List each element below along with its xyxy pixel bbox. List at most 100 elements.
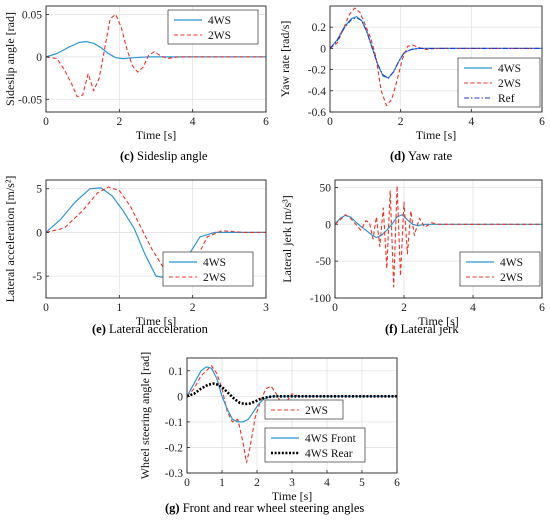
legend-label: 2WS — [305, 405, 328, 417]
x-tick-label: 0 — [184, 477, 190, 489]
x-tick-label: 0 — [43, 116, 49, 128]
x-tick-label: 0 — [327, 116, 333, 128]
x-tick-label: 6 — [539, 116, 545, 128]
y-axis-label: Yaw rate [rad/s] — [278, 21, 292, 98]
y-tick-label: -0.2 — [165, 442, 183, 454]
x-axis-label: Time [s] — [136, 128, 177, 142]
x-tick-label: 1 — [219, 477, 225, 489]
y-tick-label: 0 — [36, 52, 42, 64]
y-tick-label: -0.05 — [18, 94, 42, 106]
caption-letter: (e) — [92, 322, 106, 336]
legend-box — [264, 427, 366, 463]
caption-text: Lateral acceleration — [109, 322, 208, 336]
y-tick-label: -0.3 — [165, 468, 183, 480]
caption-letter: (f) — [385, 322, 398, 336]
caption-letter: (g) — [165, 501, 180, 515]
legend-label: 4WS — [498, 63, 521, 75]
caption-wheel-steering: (g) Front and rear wheel steering angles — [165, 501, 364, 516]
legend-box — [264, 399, 344, 420]
chart-lateral-acceleration: 0 1 2 3 -5 0 5 Time [s] Lateral acceleration [m/… — [3, 176, 269, 328]
y-axis-label: Lateral jerk [m/s³] — [280, 195, 294, 283]
caption-yaw-rate: (d) Yaw rate — [390, 149, 452, 164]
series-line-2ws — [330, 7, 542, 107]
legend-label: 4WS — [500, 257, 523, 269]
y-tick-label: 0 — [325, 219, 331, 231]
y-tick-label: 0 — [177, 391, 183, 403]
plot-frame — [334, 179, 543, 299]
x-tick-label: 4 — [190, 116, 196, 128]
x-tick-label: 0 — [332, 302, 338, 314]
legend-label: 2WS — [208, 30, 231, 42]
series-line-4ws-rear — [187, 382, 397, 406]
y-tick-label: -0.4 — [308, 86, 326, 98]
chart-wheel-steering-angles: 0 1 2 3 4 5 6 -0.3 -0.2 -0.1 0 0.1 Time [s] Wheel ste… — [138, 352, 400, 503]
x-axis-label: Time [s] — [416, 128, 457, 142]
x-tick-label: 3 — [263, 302, 269, 314]
caption-letter: (d) — [390, 149, 406, 163]
plot-frame — [45, 5, 267, 113]
x-tick-label: 4 — [468, 116, 474, 128]
y-axis-label: Lateral acceleration [m/s²] — [3, 176, 17, 303]
series-line-4ws — [46, 187, 266, 279]
series-line-2ws — [335, 185, 542, 288]
y-tick-label: 0.1 — [169, 366, 184, 378]
y-tick-label: 0.2 — [312, 22, 327, 34]
x-tick-label: 2 — [398, 116, 404, 128]
x-tick-label: 6 — [394, 477, 400, 489]
caption-text: Yaw rate — [407, 149, 453, 163]
legend-box — [167, 9, 259, 45]
x-tick-label: 0 — [43, 302, 49, 314]
y-tick-label: 50 — [320, 182, 332, 194]
y-tick-label: -5 — [32, 271, 42, 283]
caption-lateral-acceleration: (e) Lateral acceleration — [92, 322, 208, 337]
y-tick-label: 0.05 — [22, 9, 42, 21]
caption-sideslip: (c) Sideslip angle — [120, 149, 207, 164]
y-tick-label: -0.2 — [308, 65, 326, 77]
series-line-4ws-front — [187, 366, 397, 423]
legend-label: 4WS — [203, 257, 226, 269]
y-tick-label: 5 — [36, 184, 42, 196]
legend-label: 4WS Front — [305, 433, 357, 445]
series-line-ref — [330, 17, 542, 79]
chart-yaw-rate: 0 2 4 6 -0.6 -0.4 -0.2 0 0.2 Time [s] Yaw rate [ra… — [278, 5, 545, 142]
caption-text: Sideslip angle — [137, 149, 208, 163]
legend-box — [162, 251, 254, 287]
x-axis-label: Time [s] — [418, 314, 459, 328]
y-tick-label: 0 — [320, 43, 326, 55]
legend-label: 2WS — [500, 272, 523, 284]
legend-label: 4WS — [208, 15, 231, 27]
y-tick-label: -0.6 — [308, 107, 326, 119]
caption-lateral-jerk: (f) Lateral jerk — [385, 322, 459, 337]
x-tick-label: 2 — [401, 302, 407, 314]
x-tick-label: 1 — [116, 302, 122, 314]
x-tick-label: 4 — [470, 302, 476, 314]
chart-lateral-jerk: 0 2 4 6 -100 -50 0 50 Time [s] Lateral jerk [m/s³… — [280, 179, 545, 328]
x-tick-label: 4 — [324, 477, 330, 489]
legend-box — [459, 251, 541, 287]
series-line-4ws — [335, 214, 542, 239]
x-axis-label: Time [s] — [272, 489, 313, 503]
x-tick-label: 3 — [289, 477, 295, 489]
legend-label: 4WS Rear — [305, 448, 353, 460]
x-tick-label: 2 — [116, 116, 122, 128]
legend-label: 2WS — [203, 272, 226, 284]
caption-letter: (c) — [120, 149, 134, 163]
series-line-2ws — [46, 186, 266, 282]
y-tick-label: -50 — [316, 256, 332, 268]
series-line-2ws — [46, 13, 266, 98]
caption-text: Lateral jerk — [400, 322, 459, 336]
legend-label: Ref — [498, 93, 515, 105]
caption-text: Front and rear wheel steering angles — [182, 501, 365, 515]
plot-frame — [329, 5, 543, 113]
x-tick-label: 6 — [263, 116, 269, 128]
y-tick-label: -0.1 — [165, 417, 183, 429]
y-axis-label: Wheel steering angle [rad] — [138, 352, 152, 480]
x-tick-label: 5 — [359, 477, 365, 489]
y-tick-label: 0 — [36, 227, 42, 239]
x-axis-label: Time [s] — [136, 314, 177, 328]
legend-label: 2WS — [498, 78, 521, 90]
plot-frame — [45, 179, 267, 299]
x-tick-label: 6 — [539, 302, 545, 314]
x-tick-label: 2 — [190, 302, 196, 314]
